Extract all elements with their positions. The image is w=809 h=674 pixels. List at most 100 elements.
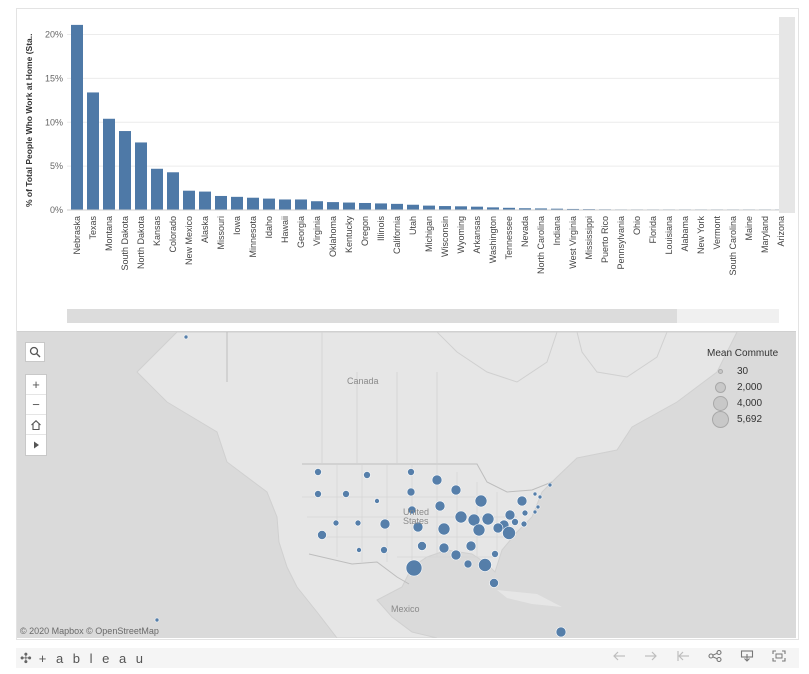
map-point[interactable] bbox=[474, 494, 488, 508]
map-point[interactable] bbox=[356, 547, 362, 553]
bar[interactable] bbox=[567, 208, 579, 210]
map-point[interactable] bbox=[183, 334, 189, 340]
bar[interactable] bbox=[391, 203, 403, 210]
map-point[interactable] bbox=[465, 540, 477, 552]
bar[interactable] bbox=[455, 206, 467, 210]
zoom-in-button[interactable]: + bbox=[26, 375, 46, 395]
map-point[interactable] bbox=[555, 626, 567, 638]
map-point[interactable] bbox=[354, 519, 362, 527]
bar[interactable] bbox=[375, 203, 387, 210]
bar[interactable] bbox=[359, 202, 371, 210]
map-point[interactable] bbox=[374, 498, 380, 504]
bar[interactable] bbox=[87, 92, 99, 210]
bar[interactable] bbox=[135, 142, 147, 210]
bar[interactable] bbox=[535, 208, 547, 210]
map-point[interactable] bbox=[363, 471, 371, 479]
vertical-scrollbar[interactable] bbox=[779, 17, 795, 213]
bar[interactable] bbox=[311, 201, 323, 210]
bar[interactable] bbox=[119, 131, 131, 210]
play-icon[interactable] bbox=[26, 435, 46, 455]
map-point[interactable] bbox=[332, 519, 340, 527]
home-icon[interactable] bbox=[26, 415, 46, 435]
map-point[interactable] bbox=[502, 526, 516, 540]
bar[interactable] bbox=[279, 199, 291, 210]
bar[interactable] bbox=[439, 206, 451, 210]
bar[interactable] bbox=[151, 168, 163, 210]
share-icon[interactable] bbox=[699, 649, 731, 665]
map-point[interactable] bbox=[450, 549, 462, 561]
map-point[interactable] bbox=[537, 494, 543, 500]
bar[interactable] bbox=[551, 208, 563, 210]
bar[interactable] bbox=[215, 195, 227, 210]
map-point[interactable] bbox=[492, 522, 504, 534]
tableau-logo[interactable]: ✣ + a b l e a u bbox=[20, 650, 146, 667]
search-icon[interactable] bbox=[25, 342, 45, 362]
map-point[interactable] bbox=[520, 520, 528, 528]
map-point[interactable] bbox=[521, 509, 529, 517]
map-point[interactable] bbox=[450, 484, 462, 496]
map-point[interactable] bbox=[314, 490, 322, 498]
bar[interactable] bbox=[519, 208, 531, 210]
map-point[interactable] bbox=[412, 521, 424, 533]
fullscreen-icon[interactable] bbox=[763, 650, 795, 665]
redo-icon[interactable] bbox=[635, 650, 667, 665]
map-point[interactable] bbox=[431, 474, 443, 486]
map-point[interactable] bbox=[516, 495, 528, 507]
map-point[interactable] bbox=[547, 482, 553, 488]
bar[interactable] bbox=[231, 196, 243, 210]
map-point[interactable] bbox=[463, 559, 473, 569]
map-point[interactable] bbox=[511, 518, 519, 526]
map-attribution[interactable]: © 2020 Mapbox © OpenStreetMap bbox=[20, 626, 159, 636]
map-point[interactable] bbox=[532, 491, 538, 497]
bar[interactable] bbox=[263, 198, 275, 210]
map-canvas[interactable] bbox=[17, 332, 796, 638]
map-point[interactable] bbox=[407, 505, 417, 515]
map-point[interactable] bbox=[489, 578, 499, 588]
map-point[interactable] bbox=[472, 523, 486, 537]
map-point[interactable] bbox=[405, 559, 423, 577]
map-point[interactable] bbox=[454, 510, 468, 524]
download-icon[interactable] bbox=[731, 650, 763, 665]
map-point[interactable] bbox=[417, 541, 427, 551]
map-point[interactable] bbox=[317, 530, 327, 540]
revert-icon[interactable] bbox=[667, 650, 699, 665]
map-point[interactable] bbox=[504, 509, 516, 521]
map-point[interactable] bbox=[342, 490, 350, 498]
map-point[interactable] bbox=[437, 522, 451, 536]
map-point[interactable] bbox=[314, 468, 322, 476]
map-point[interactable] bbox=[406, 487, 416, 497]
bar[interactable] bbox=[327, 202, 339, 210]
bar[interactable] bbox=[423, 205, 435, 210]
map-panel[interactable]: Canada United States Mexico + − Mean Com… bbox=[17, 331, 796, 638]
bar[interactable] bbox=[407, 204, 419, 210]
legend-item: 2,000 bbox=[707, 379, 793, 395]
map-point[interactable] bbox=[491, 550, 499, 558]
bar[interactable] bbox=[471, 206, 483, 210]
map-point[interactable] bbox=[379, 518, 391, 530]
bar[interactable] bbox=[343, 202, 355, 210]
bar[interactable] bbox=[487, 207, 499, 210]
zoom-out-button[interactable]: − bbox=[26, 395, 46, 415]
map-point[interactable] bbox=[438, 542, 450, 554]
map-point[interactable] bbox=[467, 513, 481, 527]
bar[interactable] bbox=[167, 172, 179, 210]
map-point[interactable] bbox=[532, 509, 538, 515]
map-point[interactable] bbox=[535, 504, 541, 510]
bar[interactable] bbox=[247, 197, 259, 210]
horizontal-scrollbar-thumb[interactable] bbox=[67, 309, 677, 323]
bar[interactable] bbox=[199, 191, 211, 210]
bar[interactable] bbox=[295, 199, 307, 210]
bar[interactable] bbox=[71, 24, 83, 211]
undo-icon[interactable] bbox=[603, 650, 635, 665]
map-point[interactable] bbox=[478, 558, 492, 572]
map-point[interactable] bbox=[154, 617, 160, 623]
bar[interactable] bbox=[503, 207, 515, 210]
bar[interactable] bbox=[183, 190, 195, 210]
x-tick-label: Puerto Rico bbox=[600, 216, 610, 263]
map-point[interactable] bbox=[380, 546, 388, 554]
horizontal-scrollbar[interactable] bbox=[67, 309, 779, 323]
map-point[interactable] bbox=[407, 468, 415, 476]
map-point[interactable] bbox=[434, 500, 446, 512]
map-point[interactable] bbox=[481, 512, 495, 526]
bar[interactable] bbox=[103, 118, 115, 210]
